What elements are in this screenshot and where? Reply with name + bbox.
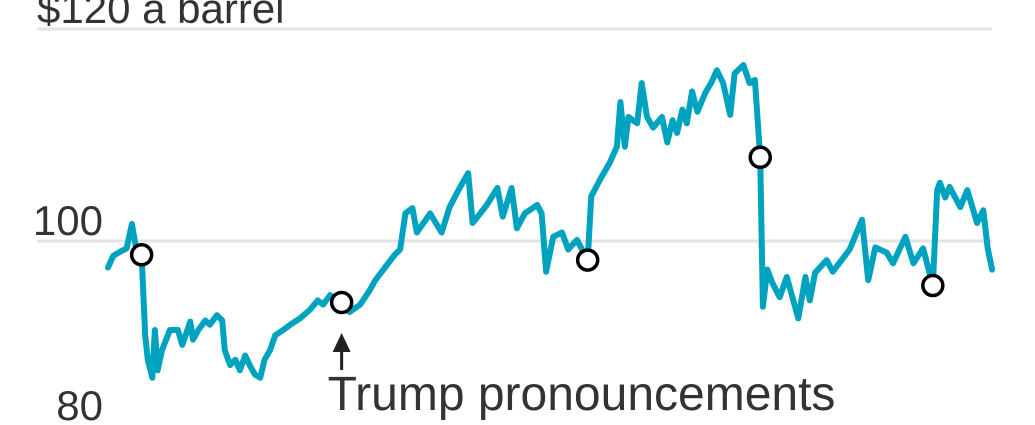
event-marker-3 [575,248,600,272]
y-tick-label-80: 80 [56,382,103,425]
event-marker-5 [921,273,945,298]
arrow-up-icon [332,333,351,352]
event-marker-4 [748,145,772,170]
annotation-label: Trump pronouncements [328,368,836,421]
price-line [105,62,996,381]
y-tick-label-120: $120 a barrel [37,0,285,32]
event-marker-1 [129,243,154,267]
y-tick-label-100: 100 [33,197,103,244]
event-marker-2 [329,290,354,315]
